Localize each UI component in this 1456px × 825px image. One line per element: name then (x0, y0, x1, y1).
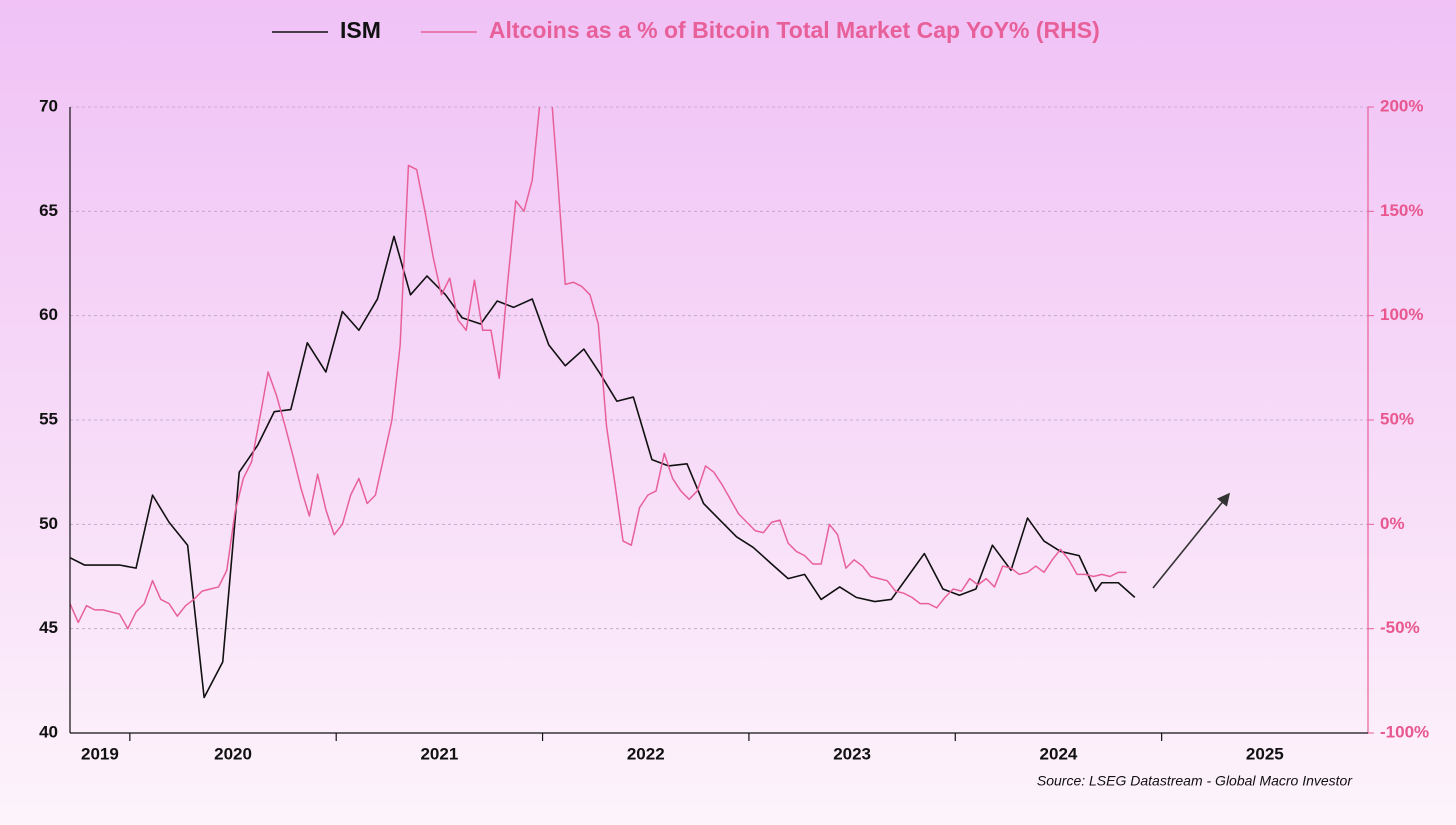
series-line (70, 107, 1127, 630)
axes: 40 45 50 55 60 65 70 -100% -50% 0% 50% 100% 150% 200%… (39, 96, 1429, 763)
y-tick-label: 60 (39, 305, 58, 324)
x-tick-label: 2023 (833, 744, 871, 763)
y-tick-label: 50 (39, 514, 58, 533)
y2-tick-label: 100% (1380, 305, 1423, 324)
plot-area (70, 107, 1136, 699)
legend: ISM Altcoins as a % of Bitcoin Total Mark… (272, 17, 1100, 43)
grid (70, 106, 1368, 734)
y-tick-label: 70 (39, 96, 58, 115)
legend-label: ISM (340, 17, 381, 43)
source-note: Source: LSEG Datastream - Global Macro I… (1037, 773, 1353, 789)
x-tick-label: 2024 (1040, 744, 1078, 763)
y-tick-label: 40 (39, 722, 58, 741)
legend-label: Altcoins as a % of Bitcoin Total Market … (489, 17, 1100, 43)
x-tick-label: 2021 (420, 744, 458, 763)
y2-tick-label: 0% (1380, 514, 1405, 533)
y-tick-label: 55 (39, 409, 58, 428)
x-tick-label: 2020 (214, 744, 252, 763)
y2-tick-label: 150% (1380, 201, 1423, 220)
series-line (70, 235, 1136, 699)
y-tick-label: 65 (39, 201, 58, 220)
y2-tick-label: 200% (1380, 96, 1423, 115)
x-tick-label: 2019 (81, 744, 119, 763)
y-tick-label: 45 (39, 618, 58, 637)
y2-tick-label: -50% (1380, 618, 1420, 637)
trend-arrow (1152, 492, 1231, 589)
x-tick-label: 2022 (627, 744, 665, 763)
x-tick-label: 2025 (1246, 744, 1284, 763)
y2-tick-label: 50% (1380, 409, 1414, 428)
y2-tick-label: -100% (1380, 722, 1429, 741)
